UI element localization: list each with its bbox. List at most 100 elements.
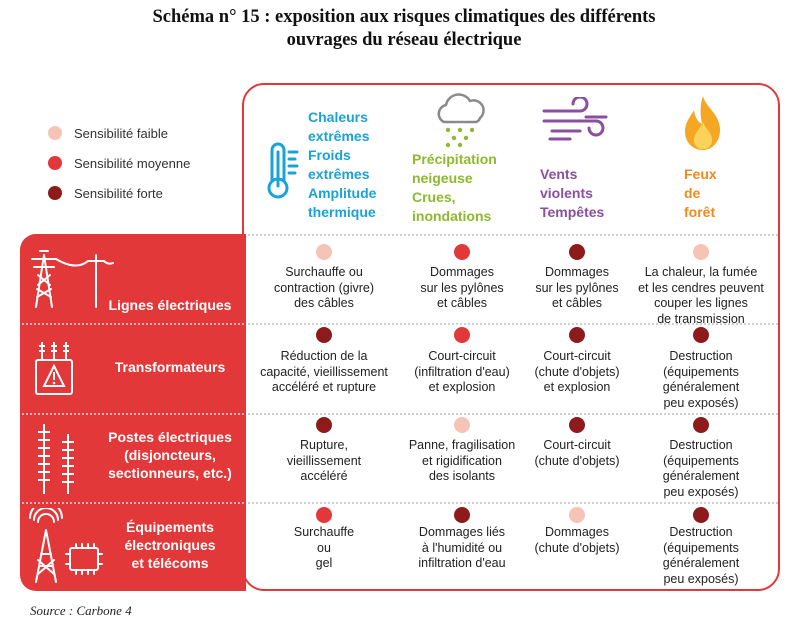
source-note: Source : Carbone 4 [30,603,132,618]
column-header-line: extrêmes [308,166,370,182]
cell-text: Dommages (chute d'objets) [502,525,652,556]
cell-text-line: généralement [662,556,740,570]
cell-text-line: accéléré et rupture [271,380,377,394]
insulator-icon [38,424,74,494]
sensitivity-dot-faible [569,507,585,523]
cell-text-line: Rupture, [300,438,348,452]
cell-text: Destruction (équipements généralement peu e… [626,349,776,411]
cell-text-line: sur les pylônes [535,280,619,295]
column-header-1: Chaleurs extrêmes Froids extrêmes Amplit… [308,108,376,222]
row-label-equipements: Équipements électroniques et télécoms [90,518,250,572]
title-line-1: Schéma n° 15 : exposition aux risques cl… [152,7,656,27]
cell-text-line: peu exposés) [663,395,739,410]
column-header-2: Précipitation neigeuse Crues, inondation… [412,150,497,226]
row-label-postes: Postes électriques (disjoncteurs, sectio… [90,428,250,482]
column-header-line: extrêmes [308,128,370,144]
sensitivity-dot-faible [316,244,332,260]
cell-text-line: infiltration d'eau [418,556,506,570]
cell-text: Dommages sur les pylônes et câbles [502,265,652,312]
cell-text-line: (équipements [663,364,739,379]
sensitivity-dot-forte [316,327,332,343]
cell-text-line: contraction (givre) [273,280,375,295]
cell-text: Dommages liés à l'humidité ou infiltration… [387,525,537,572]
cell-text-line: et explosion [428,380,496,394]
cell-text-line: de transmission [657,311,745,326]
row-label-line: Équipements [126,519,214,535]
cell-text-line: accéléré [300,469,348,483]
sensitivity-dot-forte [693,507,709,523]
cell-text-line: Destruction [669,438,733,452]
cell-text-line: généralement [662,469,740,483]
cell-text-line: Panne, fragilisation [408,438,516,452]
legend-dot-moyenne [48,156,62,170]
cell-text-line: Dommages [545,525,609,539]
cell-text-line: peu exposés) [663,484,739,499]
cell-text-line: (chute d'objets) [534,540,620,555]
column-header-line: Crues, [412,189,456,205]
column-header-line: Chaleurs [308,109,368,125]
cell-text: Panne, fragilisation et rigidification des… [387,438,537,485]
row-label-line: électroniques [124,537,216,553]
cell-text-line: Dommages [430,265,494,279]
column-header-3: Vents violents Tempêtes [540,165,604,222]
cell-text: Court-circuit (chute d'objets) [502,438,652,469]
row-label-line: sectionneurs, etc.) [108,465,232,481]
legend-item-moyenne: Sensibilité moyenne [48,148,190,178]
thermometer-icon [267,142,299,199]
column-header-line: de [684,185,701,201]
cell-text-line: (équipements [663,540,739,555]
antenna-chip-icon [29,508,103,583]
column-header-line: Froids [308,147,351,163]
row-separator [248,323,778,325]
cell-text: Surchauffe ou gel [249,525,399,572]
row-label-lignes: Lignes électriques [90,296,250,314]
cell-text-line: des isolants [428,469,495,483]
column-header-line: thermique [308,204,376,220]
column-header-line: forêt [684,204,716,220]
sensitivity-dot-faible [693,244,709,260]
column-header-line: Amplitude [308,185,377,201]
cell-text-line: Réduction de la [280,349,368,363]
cell-text-line: et explosion [543,380,611,394]
sensitivity-dot-forte [693,327,709,343]
diagram-title: Schéma n° 15 : exposition aux risques cl… [0,6,808,52]
legend-item-faible: Sensibilité faible [48,118,190,148]
title-line-2: ouvrages du réseau électrique [286,30,522,50]
cell-text-line: Court-circuit [428,349,496,363]
cell-text-line: des câbles [294,296,354,310]
row-label-line: et télécoms [131,555,209,571]
cell-text-line: Dommages [545,265,609,279]
legend-dot-faible [48,126,62,140]
cell-text-line: Destruction [669,525,733,539]
cell-text-line: couper les lignes [654,296,748,310]
row-separator [22,413,244,415]
row-label-transformateurs: Transformateurs [90,358,250,376]
cell-text-line: Surchauffe ou [285,265,363,279]
cell-text-line: sur les pylônes [420,280,504,295]
row-label-line: Postes électriques [108,429,232,445]
flame-icon [685,96,720,150]
sensitivity-dot-faible [454,417,470,433]
cell-text-line: Dommages liés [418,525,506,539]
column-header-4: Feux de forêt [684,165,717,222]
column-header-line: violents [540,185,593,201]
cell-text-line: Surchauffe [293,525,355,539]
cell-text-line: et câbles [551,296,603,310]
cell-text: La chaleur, la fumée et les cendres peuve… [626,265,776,327]
cell-text: Rupture, vieillissement accéléré [249,438,399,485]
sensitivity-dot-forte [693,417,709,433]
cell-text-line: Destruction [669,349,733,363]
transformer-icon [35,342,73,395]
cell-text: Court-circuit (chute d'objets) et explosio… [502,349,652,396]
cell-text-line: à l'humidité ou [421,540,503,555]
legend-label: Sensibilité forte [74,185,163,201]
cell-text-line: (chute d'objets) [534,364,620,379]
cell-text-line: gel [315,556,333,570]
column-header-line: Vents [540,166,578,182]
cell-text: Destruction (équipements généralement peu e… [626,438,776,500]
column-header-line: neigeuse [412,170,473,186]
sensitivity-dot-moyenne [454,327,470,343]
sensitivity-dot-forte [569,244,585,260]
cell-text-line: (équipements [663,453,739,468]
wind-icon [542,97,608,141]
